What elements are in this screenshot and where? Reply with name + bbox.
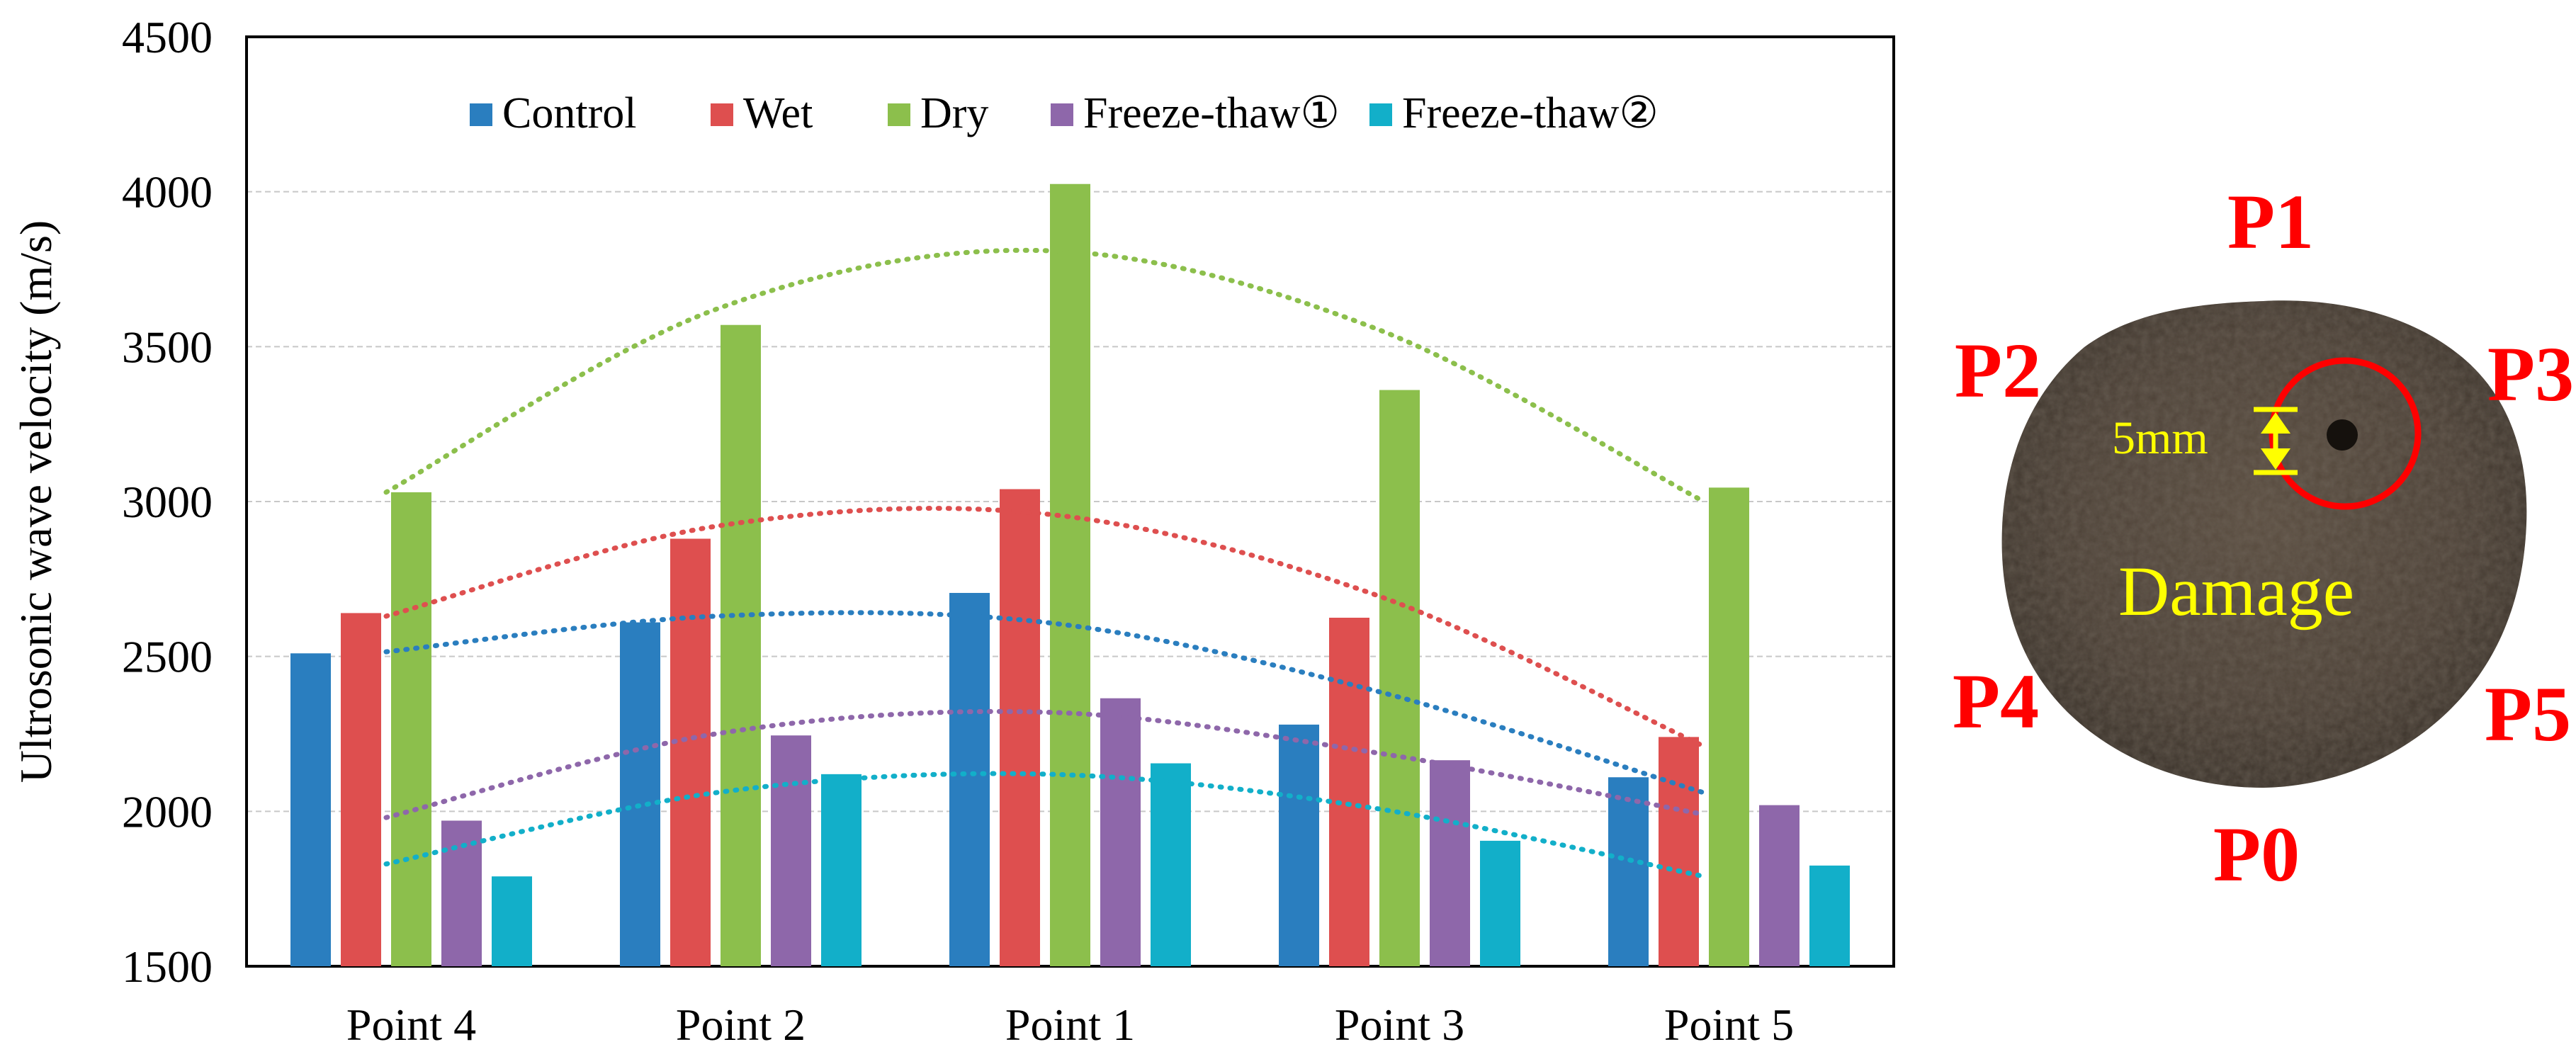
bar-dry-point-1 bbox=[1050, 183, 1090, 966]
point-label-p5: P5 bbox=[2485, 671, 2571, 757]
bar-wet-point-4 bbox=[341, 613, 381, 966]
bar-control-point-5 bbox=[1608, 777, 1649, 966]
legend: Control Wet Dry Freeze-thaw① Freeze-thaw② bbox=[470, 89, 1659, 137]
legend-label: Dry bbox=[920, 89, 988, 137]
x-axis-ticks: Point 4 Point 2 Point 1 Point 3 Point 5 bbox=[346, 1000, 1794, 1050]
x-tick-label: Point 1 bbox=[1005, 1000, 1135, 1050]
x-tick-label: Point 2 bbox=[676, 1000, 806, 1050]
point-label-p0: P0 bbox=[2213, 811, 2300, 898]
bar-control-point-2 bbox=[620, 622, 660, 966]
y-tick-label: 2500 bbox=[122, 632, 213, 682]
scale-marker bbox=[2254, 407, 2298, 475]
bar-wet-point-1 bbox=[1000, 489, 1040, 966]
x-tick-label: Point 4 bbox=[346, 1000, 476, 1050]
legend-label: Freeze-thaw① bbox=[1083, 89, 1340, 137]
bar-dry-point-4 bbox=[391, 492, 431, 966]
bars bbox=[290, 183, 1850, 967]
bar-wet-point-5 bbox=[1659, 737, 1699, 966]
bar-freeze-thaw--point-5 bbox=[1759, 805, 1800, 966]
legend-swatch bbox=[1051, 103, 1073, 126]
trendline-freeze-thaw- bbox=[383, 771, 1707, 879]
damage-hole bbox=[2327, 419, 2358, 451]
bar-dry-point-3 bbox=[1379, 390, 1420, 966]
bar-freeze-thaw--point-2 bbox=[821, 774, 862, 966]
bar-freeze-thaw--point-3 bbox=[1480, 840, 1520, 966]
trendlines bbox=[383, 247, 1707, 879]
point-label-p4: P4 bbox=[1953, 658, 2039, 745]
bar-freeze-thaw--point-3 bbox=[1430, 760, 1470, 966]
y-tick-label: 4500 bbox=[122, 12, 213, 62]
bar-control-point-1 bbox=[949, 593, 990, 966]
trendline-dry bbox=[383, 247, 1707, 504]
y-tick-label: 3500 bbox=[122, 322, 213, 372]
bar-wet-point-2 bbox=[670, 538, 711, 966]
legend-swatch bbox=[470, 103, 492, 126]
y-axis-title: Ultrosonic wave velocity (m/s) bbox=[11, 220, 61, 783]
bar-dry-point-2 bbox=[721, 324, 761, 967]
trendline-wet bbox=[383, 506, 1707, 749]
bar-wet-point-3 bbox=[1329, 618, 1369, 966]
legend-label: Wet bbox=[743, 89, 813, 137]
point-label-p2: P2 bbox=[1955, 327, 2041, 414]
trendline-control bbox=[383, 610, 1707, 796]
damage-label: Damage bbox=[2118, 552, 2354, 630]
y-tick-label: 1500 bbox=[122, 941, 213, 992]
y-tick-label: 4000 bbox=[122, 167, 213, 217]
bar-freeze-thaw--point-1 bbox=[1151, 763, 1191, 966]
trendline-freeze-thaw- bbox=[383, 708, 1707, 820]
y-axis-ticks: 1500 2000 2500 3000 3500 4000 4500 bbox=[122, 12, 213, 992]
specimen-illustration: 5mm Damage P1 P2 P3 P4 P5 P0 bbox=[1953, 179, 2574, 898]
legend-swatch bbox=[888, 103, 910, 126]
legend-label: Control bbox=[502, 89, 636, 137]
soil-texture bbox=[2001, 300, 2527, 788]
bar-freeze-thaw--point-2 bbox=[771, 735, 811, 966]
y-tick-label: 2000 bbox=[122, 786, 213, 837]
scale-label: 5mm bbox=[2112, 412, 2208, 464]
x-tick-label: Point 3 bbox=[1335, 1000, 1464, 1050]
legend-label: Freeze-thaw② bbox=[1402, 89, 1659, 137]
bar-freeze-thaw--point-5 bbox=[1809, 865, 1850, 966]
point-label-p3: P3 bbox=[2487, 331, 2574, 417]
x-tick-label: Point 5 bbox=[1664, 1000, 1794, 1050]
bar-freeze-thaw--point-1 bbox=[1100, 698, 1141, 966]
bar-freeze-thaw--point-4 bbox=[492, 876, 532, 966]
legend-swatch bbox=[1369, 103, 1392, 126]
bar-dry-point-5 bbox=[1709, 487, 1749, 966]
y-tick-label: 3000 bbox=[122, 477, 213, 527]
legend-swatch bbox=[711, 103, 733, 126]
bar-control-point-4 bbox=[290, 653, 331, 966]
bar-control-point-3 bbox=[1279, 724, 1319, 966]
point-label-p1: P1 bbox=[2227, 179, 2314, 265]
